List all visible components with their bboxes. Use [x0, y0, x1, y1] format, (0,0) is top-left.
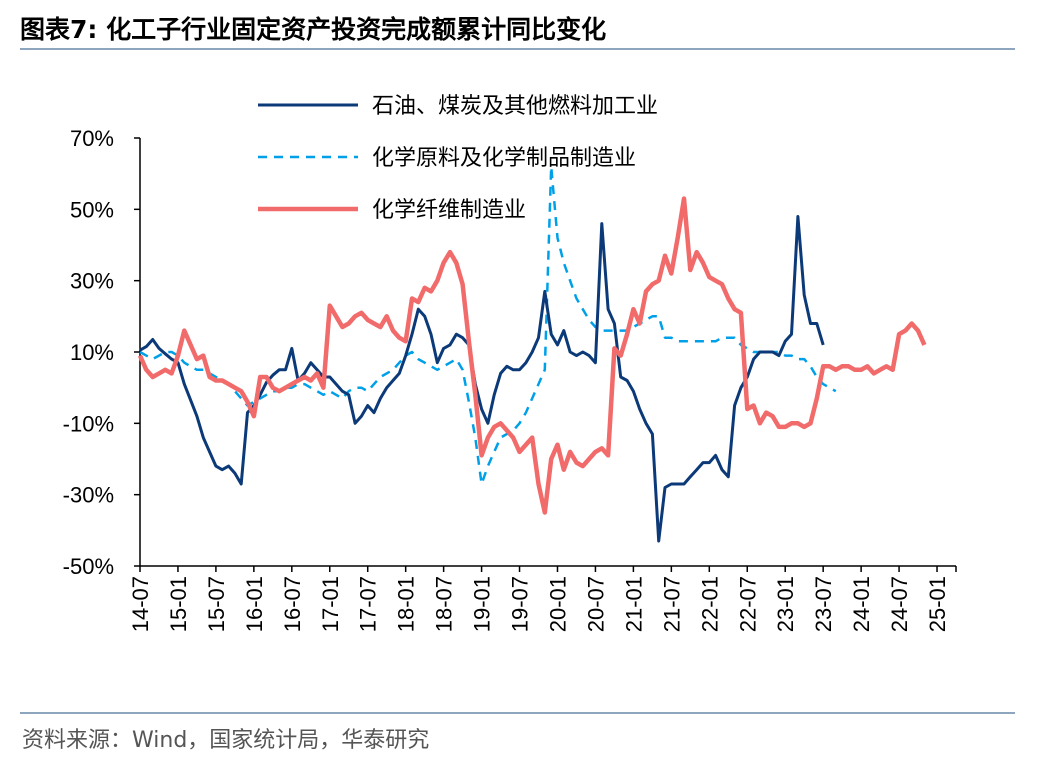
x-tick-label: 22-01 — [697, 576, 722, 632]
y-tick-label: -30% — [63, 483, 114, 508]
legend-label-3: 化学纤维制造业 — [372, 198, 526, 223]
series-lines — [137, 165, 927, 543]
series-line-1 — [139, 215, 825, 543]
y-tick-label: 30% — [70, 269, 114, 294]
x-tick-label: 17-01 — [318, 576, 343, 632]
legend-label-1: 石油、煤炭及其他燃料加工业 — [372, 94, 658, 119]
x-tick-label: 18-07 — [432, 576, 457, 632]
x-tick-label: 15-01 — [166, 576, 191, 632]
x-tick-label: 23-07 — [811, 576, 836, 632]
x-tick-label: 21-07 — [659, 576, 684, 632]
bottom-divider — [20, 712, 1015, 714]
x-tick-label: 19-01 — [470, 576, 495, 632]
y-tick-label: 70% — [70, 126, 114, 151]
y-tick-label: 10% — [70, 340, 114, 365]
x-tick-label: 24-07 — [887, 576, 912, 632]
y-axis-ticks: 70% 50% 30% 10% -10% -30% -50% — [63, 126, 140, 579]
x-tick-label: 20-07 — [583, 576, 608, 632]
top-divider — [20, 48, 1015, 50]
x-tick-label: 15-07 — [204, 576, 229, 632]
x-axis-ticks: 14-07 15-01 15-07 16-01 16-07 17-01 17-07 18-01… — [128, 566, 957, 632]
x-tick-label: 17-07 — [356, 576, 381, 632]
legend-label-2: 化学原料及化学制品制造业 — [372, 146, 636, 171]
y-tick-label: -10% — [63, 411, 114, 436]
x-tick-label: 23-01 — [773, 576, 798, 632]
y-tick-label: 50% — [70, 197, 114, 222]
figure-title: 图表7: 化工子行业固定资产投资完成额累计同比变化 — [20, 15, 607, 44]
source-note: 资料来源：Wind，国家统计局，华泰研究 — [22, 728, 430, 753]
x-tick-label: 21-01 — [621, 576, 646, 632]
x-tick-label: 20-01 — [545, 576, 570, 632]
x-tick-label: 25-01 — [925, 576, 950, 632]
x-tick-label: 14-07 — [128, 576, 153, 632]
x-tick-label: 18-01 — [394, 576, 419, 632]
series-line-3 — [137, 196, 927, 515]
x-tick-label: 24-01 — [849, 576, 874, 632]
y-tick-label: -50% — [63, 554, 114, 579]
x-tick-label: 16-07 — [280, 576, 305, 632]
x-tick-label: 22-07 — [735, 576, 760, 632]
x-tick-label: 16-01 — [242, 576, 267, 632]
x-tick-label: 19-07 — [508, 576, 533, 632]
